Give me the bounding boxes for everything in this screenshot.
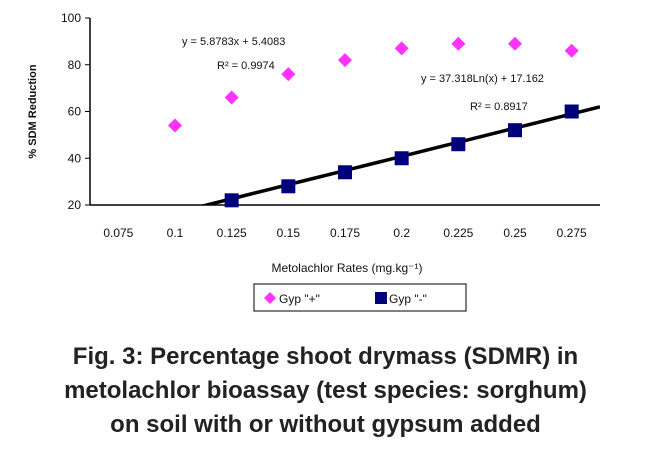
legend-marker-gyp-plus (264, 292, 276, 304)
caption-line-2: metolachlor bioassay (test species: sorg… (64, 377, 587, 404)
data-point-gyp-minus (281, 179, 296, 194)
data-point-gyp-plus (281, 67, 296, 82)
legend-marker-gyp-minus (375, 292, 387, 304)
data-point-gyp-plus (451, 36, 466, 51)
x-tick-label: 0.2 (393, 226, 410, 240)
y-axis-title: % SDM Reduction (27, 64, 39, 158)
x-tick-label: 0.225 (443, 226, 473, 240)
x-tick-label: 0.125 (217, 226, 247, 240)
x-tick-label: 0.25 (503, 226, 527, 240)
data-point-gyp-minus (224, 193, 239, 208)
r-squared-log: R² = 0.8917 (470, 101, 528, 113)
legend: Gyp "+" Gyp "-" (253, 283, 467, 312)
data-point-gyp-minus (338, 165, 352, 180)
legend-label-gyp-minus: Gyp "-" (389, 292, 427, 306)
x-axis-title: Metolachlor Rates (mg.kg⁻¹) (271, 261, 422, 275)
x-tick-label: 0.15 (277, 226, 301, 240)
y-tick-label: 40 (68, 151, 82, 165)
scatter-chart: 20 40 60 80 100 0.075 0.1 0.125 0.15 0.175 0.2 0.22… (27, 11, 600, 340)
x-tick-label: 0.275 (557, 226, 587, 240)
legend-label-gyp-plus: Gyp "+" (279, 292, 320, 306)
trendline-gyp-minus (199, 105, 600, 205)
trendline-gyp-plus (107, 320, 600, 340)
equation-log: y = 37.318Ln(x) + 17.162 (421, 73, 544, 85)
y-tick-label: 100 (61, 11, 81, 25)
figure-caption: Fig. 3: Percentage shoot drymass (SDMR) … (0, 340, 651, 442)
caption-line-1: Fig. 3: Percentage shoot drymass (SDMR) … (72, 343, 579, 370)
x-tick-label: 0.175 (330, 226, 360, 240)
y-tick-label: 80 (68, 58, 82, 72)
x-tick-label: 0.1 (167, 226, 184, 240)
data-point-gyp-minus (394, 151, 409, 166)
y-tick-label: 60 (68, 105, 82, 119)
data-point-gyp-plus (508, 36, 522, 51)
caption-line-3: on soil with or without gypsum added (110, 411, 541, 438)
data-point-gyp-plus (564, 43, 579, 58)
data-point-gyp-minus (508, 123, 522, 138)
x-tick-label: 0.075 (103, 226, 133, 240)
data-point-gyp-plus (394, 41, 409, 56)
data-point-gyp-plus (168, 118, 182, 133)
data-point-gyp-plus (224, 90, 239, 105)
plot-area: 20 40 60 80 100 0.075 0.1 0.125 0.15 0.175 0.2 0.22… (27, 11, 600, 340)
data-point-gyp-minus (451, 137, 466, 152)
data-point-gyp-minus (564, 104, 579, 119)
r-squared-linear: R² = 0.9974 (217, 60, 275, 72)
legend-box (253, 283, 467, 312)
y-tick-label: 20 (68, 198, 82, 212)
equation-linear: y = 5.8783x + 5.4083 (182, 36, 285, 48)
data-point-gyp-plus (338, 53, 352, 68)
